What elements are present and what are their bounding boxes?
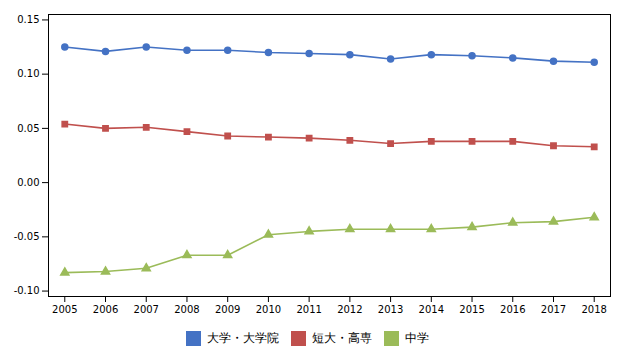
svg-text:0.15: 0.15 xyxy=(17,14,39,25)
svg-text:2013: 2013 xyxy=(378,304,403,315)
html-text:大学・大学院: 大学・大学院 xyxy=(206,331,279,345)
svg-text:2008: 2008 xyxy=(174,304,199,315)
svg-text:2017: 2017 xyxy=(541,304,566,315)
svg-text:2012: 2012 xyxy=(337,304,362,315)
svg-text:0.10: 0.10 xyxy=(17,68,39,79)
svg-text:2014: 2014 xyxy=(419,304,444,315)
svg-text:2010: 2010 xyxy=(256,304,281,315)
svg-text:0.05: 0.05 xyxy=(17,123,39,134)
html-text:短大・高専: 短大・高専 xyxy=(311,331,372,345)
html-text:中学: 中学 xyxy=(404,331,429,345)
svg-text:-0.05: -0.05 xyxy=(14,231,40,242)
svg-text:2015: 2015 xyxy=(459,304,484,315)
svg-text:2011: 2011 xyxy=(296,304,321,315)
svg-text:2005: 2005 xyxy=(52,304,77,315)
svg-text:2018: 2018 xyxy=(581,304,606,315)
svg-text:2016: 2016 xyxy=(500,304,525,315)
svg-text:0.00: 0.00 xyxy=(17,177,39,188)
svg-text:2006: 2006 xyxy=(93,304,118,315)
svg-text:2009: 2009 xyxy=(215,304,240,315)
svg-text:-0.10: -0.10 xyxy=(14,285,40,296)
svg-text:2007: 2007 xyxy=(134,304,159,315)
